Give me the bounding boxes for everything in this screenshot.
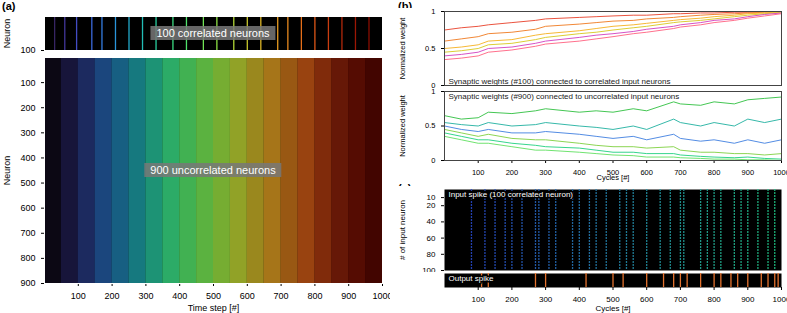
svg-text:300: 300 <box>20 128 35 138</box>
svg-text:0.5: 0.5 <box>425 44 435 53</box>
svg-text:Time step [#]: Time step [#] <box>188 303 240 313</box>
svg-text:10: 10 <box>426 193 436 203</box>
svg-text:100: 100 <box>20 45 35 54</box>
svg-text:20: 20 <box>427 201 436 210</box>
svg-text:200: 200 <box>105 291 120 301</box>
svg-text:500: 500 <box>20 178 35 188</box>
html-text:(c): (c) <box>398 182 412 194</box>
svg-text:Normalized weight: Normalized weight <box>398 17 407 80</box>
svg-text:100: 100 <box>20 77 35 87</box>
svg-text:400: 400 <box>573 295 587 304</box>
svg-text:600: 600 <box>640 168 653 177</box>
svg-text:0.5: 0.5 <box>425 121 435 130</box>
svg-text:Synaptic weights (#100) connec: Synaptic weights (#100) connected to cor… <box>449 77 671 86</box>
svg-text:800: 800 <box>708 168 721 177</box>
svg-text:300: 300 <box>539 168 552 177</box>
svg-text:0: 0 <box>431 81 435 88</box>
svg-text:400: 400 <box>573 168 586 177</box>
svg-text:200: 200 <box>505 295 519 304</box>
svg-text:Cycles [#]: Cycles [#] <box>597 173 630 182</box>
svg-text:900: 900 <box>20 278 35 288</box>
svg-text:700: 700 <box>674 295 688 304</box>
svg-text:700: 700 <box>674 168 687 177</box>
svg-text:1000: 1000 <box>372 291 390 301</box>
html-text:(b): (b) <box>398 0 412 12</box>
svg-text:200: 200 <box>506 168 519 177</box>
svg-text:# of input neuron: # of input neuron <box>398 200 407 260</box>
svg-text:600: 600 <box>640 295 654 304</box>
svg-text:900: 900 <box>742 168 755 177</box>
svg-text:500: 500 <box>606 295 620 305</box>
svg-text:200: 200 <box>20 103 35 113</box>
svg-text:0: 0 <box>431 156 435 165</box>
svg-text:1: 1 <box>431 88 435 96</box>
svg-text:800: 800 <box>707 295 721 304</box>
svg-text:100: 100 <box>472 168 485 177</box>
svg-text:Output spike: Output spike <box>449 274 494 283</box>
svg-text:600: 600 <box>20 203 35 213</box>
svg-text:60: 60 <box>427 234 436 243</box>
svg-text:80: 80 <box>427 250 436 259</box>
svg-text:100: 100 <box>472 295 486 304</box>
svg-text:600: 600 <box>240 291 255 301</box>
svg-text:700: 700 <box>274 291 289 301</box>
html-text:100 correlated neurons: 100 correlated neurons <box>156 27 270 39</box>
html-text:900 uncorrelated neurons: 900 uncorrelated neurons <box>150 164 276 176</box>
svg-text:1000: 1000 <box>773 168 787 177</box>
svg-text:700: 700 <box>20 228 35 238</box>
html-text:(a): (a) <box>2 0 16 12</box>
svg-text:400: 400 <box>20 153 35 163</box>
svg-text:900: 900 <box>341 291 356 301</box>
svg-text:Normalized weight: Normalized weight <box>398 94 407 157</box>
svg-text:Input spike (100 correlated ne: Input spike (100 correlated neuron) <box>449 190 574 199</box>
svg-text:900: 900 <box>741 295 755 304</box>
svg-text:500: 500 <box>206 291 221 301</box>
svg-text:100: 100 <box>71 291 86 301</box>
svg-text:300: 300 <box>539 295 553 304</box>
svg-text:400: 400 <box>172 291 187 301</box>
svg-text:1: 1 <box>431 8 435 16</box>
svg-text:Synaptic weights (#900) connec: Synaptic weights (#900) connected to unc… <box>449 92 680 101</box>
svg-text:Neuron: Neuron <box>2 156 12 186</box>
svg-text:Neuron: Neuron <box>2 19 12 49</box>
svg-text:800: 800 <box>307 291 322 301</box>
svg-text:Cycles [#]: Cycles [#] <box>595 304 630 313</box>
svg-text:300: 300 <box>138 291 153 301</box>
svg-text:40: 40 <box>427 217 436 226</box>
svg-text:800: 800 <box>20 253 35 263</box>
svg-text:1000: 1000 <box>773 295 787 304</box>
